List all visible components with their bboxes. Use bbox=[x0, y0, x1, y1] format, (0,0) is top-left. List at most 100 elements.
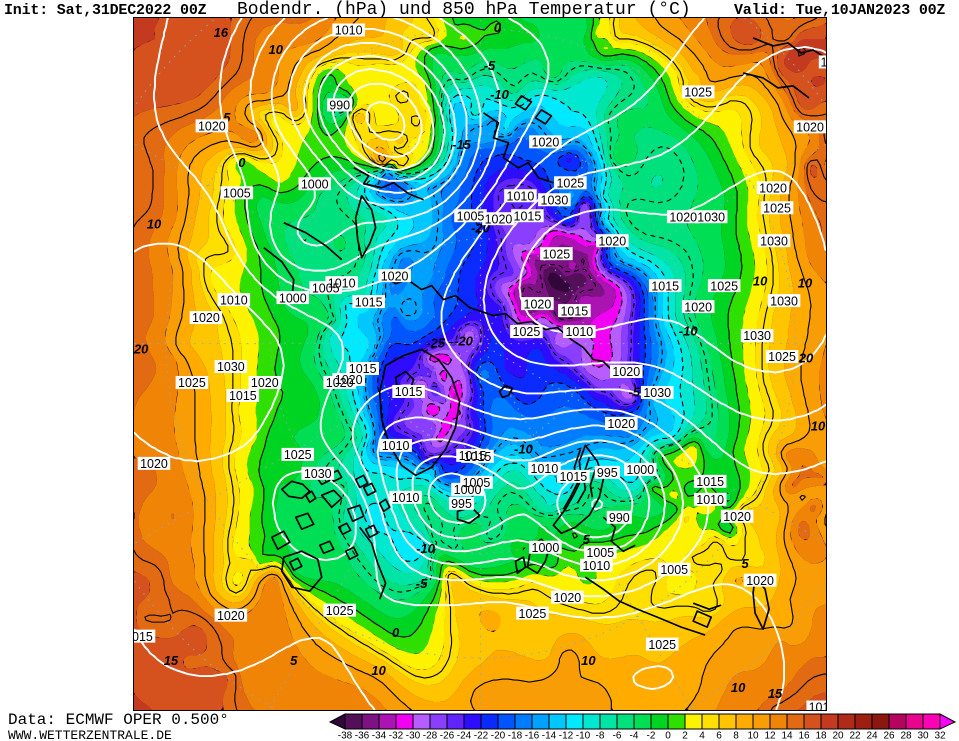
svg-text:1020: 1020 bbox=[485, 212, 513, 226]
svg-text:1010: 1010 bbox=[328, 276, 356, 290]
svg-text:995: 995 bbox=[597, 466, 618, 480]
svg-text:1010: 1010 bbox=[531, 462, 559, 476]
svg-text:32: 32 bbox=[934, 731, 946, 741]
svg-text:1025: 1025 bbox=[519, 607, 547, 621]
svg-text:0: 0 bbox=[665, 731, 671, 741]
svg-text:2: 2 bbox=[682, 731, 688, 741]
svg-text:1020: 1020 bbox=[532, 136, 560, 150]
svg-text:-5: -5 bbox=[484, 58, 496, 73]
svg-text:-8: -8 bbox=[596, 731, 605, 741]
svg-text:1010: 1010 bbox=[392, 491, 420, 505]
svg-text:1020: 1020 bbox=[684, 300, 712, 314]
svg-text:1025: 1025 bbox=[178, 376, 206, 390]
svg-text:0: 0 bbox=[392, 625, 400, 640]
svg-text:15: 15 bbox=[164, 653, 179, 668]
svg-text:990: 990 bbox=[329, 99, 350, 113]
svg-text:5: 5 bbox=[290, 653, 298, 668]
svg-text:1020: 1020 bbox=[669, 210, 697, 224]
svg-text:20: 20 bbox=[798, 351, 814, 366]
svg-text:-6: -6 bbox=[613, 731, 622, 741]
svg-text:-24: -24 bbox=[457, 731, 472, 741]
svg-text:5: 5 bbox=[583, 532, 591, 547]
svg-text:-34: -34 bbox=[372, 731, 387, 741]
svg-text:-4: -4 bbox=[630, 731, 639, 741]
svg-text:5: 5 bbox=[223, 110, 231, 125]
svg-text:-10: -10 bbox=[679, 324, 699, 339]
svg-text:-10: -10 bbox=[514, 441, 534, 456]
svg-text:10: 10 bbox=[269, 42, 284, 57]
svg-text:-38: -38 bbox=[338, 731, 353, 741]
svg-text:-32: -32 bbox=[389, 731, 404, 741]
svg-text:1005: 1005 bbox=[586, 546, 614, 560]
svg-text:-20: -20 bbox=[134, 342, 149, 357]
svg-text:1015: 1015 bbox=[514, 209, 542, 223]
svg-text:-5: -5 bbox=[416, 576, 428, 591]
svg-text:1010: 1010 bbox=[220, 293, 248, 307]
svg-text:1020: 1020 bbox=[553, 591, 581, 605]
svg-text:10: 10 bbox=[753, 274, 768, 289]
svg-text:10: 10 bbox=[731, 680, 746, 695]
svg-text:10: 10 bbox=[371, 663, 386, 678]
svg-text:1025: 1025 bbox=[763, 201, 791, 215]
svg-text:1015: 1015 bbox=[459, 449, 487, 463]
svg-text:-10: -10 bbox=[490, 87, 510, 102]
svg-text:8: 8 bbox=[733, 731, 739, 741]
svg-text:-10: -10 bbox=[416, 541, 436, 556]
svg-text:1000: 1000 bbox=[454, 483, 482, 497]
svg-text:1020: 1020 bbox=[198, 120, 226, 134]
svg-text:-22: -22 bbox=[474, 731, 489, 741]
svg-text:-12: -12 bbox=[559, 731, 574, 741]
svg-text:-10: -10 bbox=[576, 731, 591, 741]
svg-text:1015: 1015 bbox=[559, 470, 587, 484]
svg-text:1: 1 bbox=[821, 56, 826, 70]
svg-text:1025: 1025 bbox=[543, 247, 571, 261]
svg-text:-25: -25 bbox=[426, 336, 446, 351]
svg-text:1020: 1020 bbox=[746, 574, 774, 588]
svg-text:1020: 1020 bbox=[612, 365, 640, 379]
svg-text:1000: 1000 bbox=[626, 463, 654, 477]
svg-text:-20: -20 bbox=[491, 731, 506, 741]
svg-text:1005: 1005 bbox=[463, 476, 491, 490]
svg-text:4: 4 bbox=[699, 731, 705, 741]
svg-text:5: 5 bbox=[742, 556, 750, 571]
svg-text:1010: 1010 bbox=[335, 24, 363, 38]
svg-text:1015: 1015 bbox=[229, 389, 257, 403]
svg-text:15: 15 bbox=[768, 686, 783, 701]
svg-text:-16: -16 bbox=[525, 731, 540, 741]
svg-text:1015: 1015 bbox=[696, 475, 724, 489]
svg-text:1000: 1000 bbox=[532, 541, 560, 555]
svg-text:1020: 1020 bbox=[723, 510, 751, 524]
svg-text:1025: 1025 bbox=[710, 279, 738, 293]
svg-text:1015: 1015 bbox=[651, 279, 679, 293]
svg-text:-36: -36 bbox=[355, 731, 370, 741]
svg-text:1025: 1025 bbox=[768, 350, 796, 364]
svg-text:1020: 1020 bbox=[381, 269, 409, 283]
svg-text:10: 10 bbox=[811, 418, 826, 433]
svg-text:-20: -20 bbox=[454, 334, 474, 349]
svg-text:1020: 1020 bbox=[251, 376, 279, 390]
svg-text:10: 10 bbox=[747, 731, 759, 741]
svg-text:1020: 1020 bbox=[217, 609, 245, 623]
svg-text:-18: -18 bbox=[508, 731, 523, 741]
svg-text:28: 28 bbox=[900, 731, 912, 741]
svg-text:1020: 1020 bbox=[326, 376, 354, 390]
svg-text:20: 20 bbox=[832, 731, 844, 741]
svg-text:1005: 1005 bbox=[223, 186, 251, 200]
svg-text:1005: 1005 bbox=[457, 209, 485, 223]
svg-text:1030: 1030 bbox=[760, 234, 788, 248]
svg-text:16: 16 bbox=[214, 25, 229, 40]
svg-text:1015: 1015 bbox=[395, 385, 423, 399]
svg-text:-30: -30 bbox=[406, 731, 421, 741]
svg-text:-14: -14 bbox=[542, 731, 557, 741]
svg-text:24: 24 bbox=[866, 731, 878, 741]
svg-text:1025: 1025 bbox=[513, 325, 541, 339]
svg-text:1030: 1030 bbox=[643, 386, 671, 400]
svg-text:1010: 1010 bbox=[507, 189, 535, 203]
svg-text:0: 0 bbox=[494, 20, 502, 35]
svg-text:-28: -28 bbox=[423, 731, 438, 741]
svg-text:1020: 1020 bbox=[524, 297, 552, 311]
svg-text:-5: -5 bbox=[629, 384, 641, 399]
svg-text:1030: 1030 bbox=[743, 329, 771, 343]
svg-text:1015: 1015 bbox=[355, 295, 383, 309]
svg-text:1000: 1000 bbox=[279, 291, 307, 305]
